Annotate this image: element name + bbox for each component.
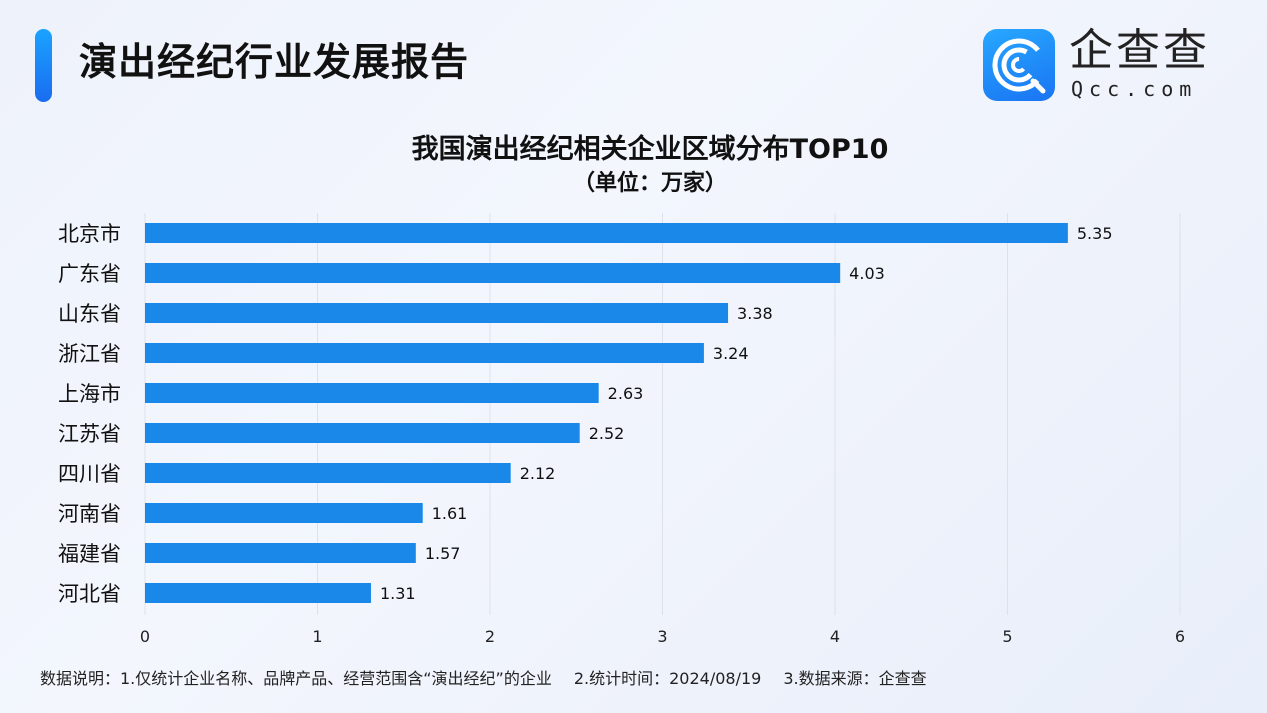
y-category-label: 广东省 <box>58 262 121 286</box>
bar <box>145 263 841 283</box>
footnote: 数据说明：1.仅统计企业名称、品牌产品、经营范围含“演出经纪”的企业 2.统计时间… <box>40 668 927 690</box>
y-category-label: 河南省 <box>58 502 121 526</box>
logo-text-cn: 企查查 <box>1069 25 1210 76</box>
bar <box>145 223 1068 243</box>
bar-value-label: 5.35 <box>1077 224 1113 243</box>
bar-value-label: 2.52 <box>589 424 625 443</box>
x-tick-label: 3 <box>657 627 667 646</box>
bar-value-label: 4.03 <box>849 264 885 283</box>
bar-value-label: 1.31 <box>380 584 416 603</box>
bar-value-label: 3.38 <box>737 304 773 323</box>
footnote-stat-date: 2.统计时间：2024/08/19 <box>573 669 762 688</box>
x-tick-label: 6 <box>1175 627 1185 646</box>
x-tick-label: 4 <box>830 627 840 646</box>
footnote-data-scope: 数据说明：1.仅统计企业名称、品牌产品、经营范围含“演出经纪”的企业 <box>40 669 552 688</box>
bar-value-label: 2.63 <box>608 384 644 403</box>
bar <box>145 343 704 363</box>
title-accent-bar <box>35 29 52 102</box>
x-tick-label: 5 <box>1002 627 1012 646</box>
y-category-label: 上海市 <box>58 382 121 406</box>
bar <box>145 463 511 483</box>
y-category-label: 山东省 <box>58 302 121 326</box>
y-category-label: 河北省 <box>58 582 121 606</box>
x-tick-label: 0 <box>140 627 150 646</box>
bar <box>145 543 416 563</box>
qcc-logo: 企查查 Qcc.com <box>983 25 1218 103</box>
y-category-label: 北京市 <box>58 222 121 246</box>
bar <box>145 583 371 603</box>
chart-title: 我国演出经纪相关企业区域分布TOP10 <box>411 134 889 165</box>
qcc-logo-icon <box>983 29 1055 101</box>
y-category-label: 福建省 <box>58 542 121 566</box>
bar-value-label: 2.12 <box>520 464 556 483</box>
chart-subtitle: （单位：万家） <box>572 171 727 196</box>
bar <box>145 423 580 443</box>
bar <box>145 383 599 403</box>
y-category-label: 江苏省 <box>58 422 121 446</box>
bar-value-label: 3.24 <box>713 344 749 363</box>
y-category-label: 浙江省 <box>58 342 121 366</box>
x-tick-label: 2 <box>485 627 495 646</box>
footnote-data-source: 3.数据来源：企查查 <box>783 669 927 688</box>
bar-value-label: 1.57 <box>425 544 461 563</box>
bar <box>145 303 729 323</box>
x-tick-label: 1 <box>312 627 322 646</box>
bar-value-label: 1.61 <box>432 504 468 523</box>
bar <box>145 503 423 523</box>
page-title: 演出经纪行业发展报告 <box>79 40 470 84</box>
y-category-label: 四川省 <box>58 462 121 486</box>
logo-text-en: Qcc.com <box>1071 77 1198 101</box>
